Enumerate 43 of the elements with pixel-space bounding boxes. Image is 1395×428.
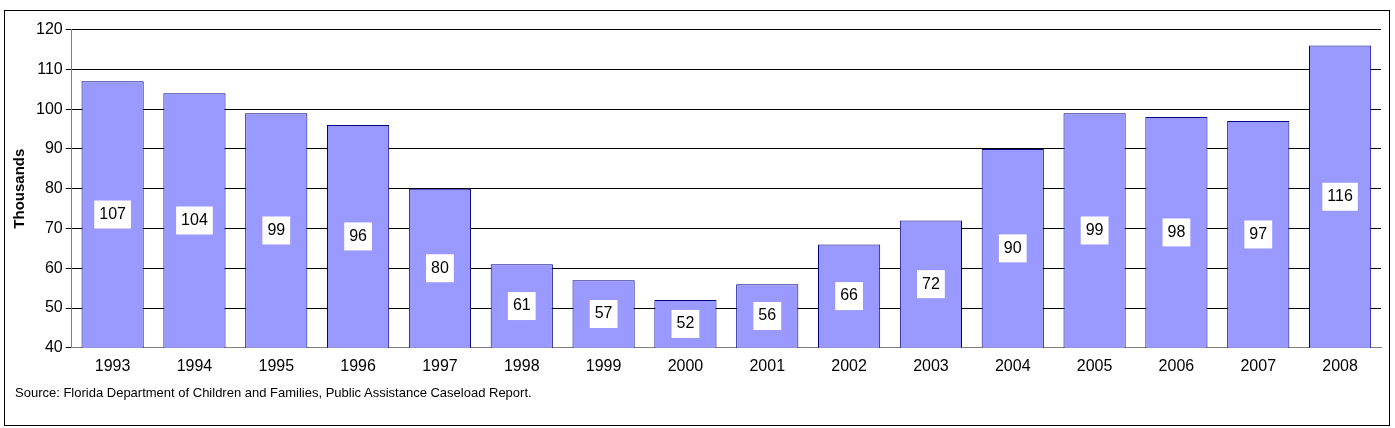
x-tick-label: 2006 — [1158, 356, 1195, 374]
x-tick-label: 1995 — [258, 356, 295, 374]
x-tick-label: 2007 — [1240, 356, 1277, 374]
data-label: 99 — [1085, 220, 1104, 238]
x-tick-label: 1993 — [94, 356, 131, 374]
y-tick-label: 80 — [44, 179, 63, 197]
x-tick-label: 2001 — [749, 356, 786, 374]
data-label: 72 — [922, 274, 940, 292]
data-label: 52 — [676, 314, 695, 332]
data-label: 104 — [181, 210, 208, 228]
y-axis-title: Thousands — [10, 148, 28, 229]
x-tick-label: 2004 — [994, 356, 1031, 374]
y-tick-label: 70 — [44, 218, 63, 236]
y-tick-label: 60 — [44, 258, 63, 276]
y-tick-label: 50 — [44, 298, 63, 316]
x-tick-label: 1999 — [585, 356, 622, 374]
data-label: 56 — [758, 306, 777, 324]
x-tick-label: 1998 — [503, 356, 540, 374]
data-label: 90 — [1003, 238, 1022, 256]
data-label: 116 — [1327, 187, 1353, 205]
x-tick-label: 1994 — [176, 356, 213, 374]
data-label: 80 — [431, 258, 449, 276]
x-tick-label: 2008 — [1322, 356, 1358, 374]
y-tick-label: 120 — [35, 20, 63, 38]
x-tick-label: 2003 — [913, 356, 949, 374]
data-label: 66 — [840, 286, 859, 304]
data-label: 98 — [1167, 222, 1186, 240]
data-label: 96 — [349, 226, 368, 244]
data-label: 57 — [594, 304, 613, 322]
x-tick-label: 1996 — [340, 356, 376, 374]
x-tick-label: 1997 — [422, 356, 458, 374]
y-tick-label: 100 — [35, 99, 63, 117]
x-tick-label: 2005 — [1076, 356, 1113, 374]
data-label: 107 — [99, 204, 127, 222]
source-note: Source: Florida Department of Children and Families, Public Assistance Caseload Report. — [15, 385, 533, 400]
data-label: 99 — [267, 220, 286, 238]
y-tick-label: 110 — [37, 59, 63, 77]
x-tick-label: 2002 — [831, 356, 867, 374]
data-label: 97 — [1249, 224, 1268, 242]
y-tick-label: 40 — [44, 338, 63, 356]
data-label: 61 — [512, 296, 531, 314]
y-tick-label: 90 — [44, 139, 63, 157]
x-tick-label: 2000 — [667, 356, 704, 374]
